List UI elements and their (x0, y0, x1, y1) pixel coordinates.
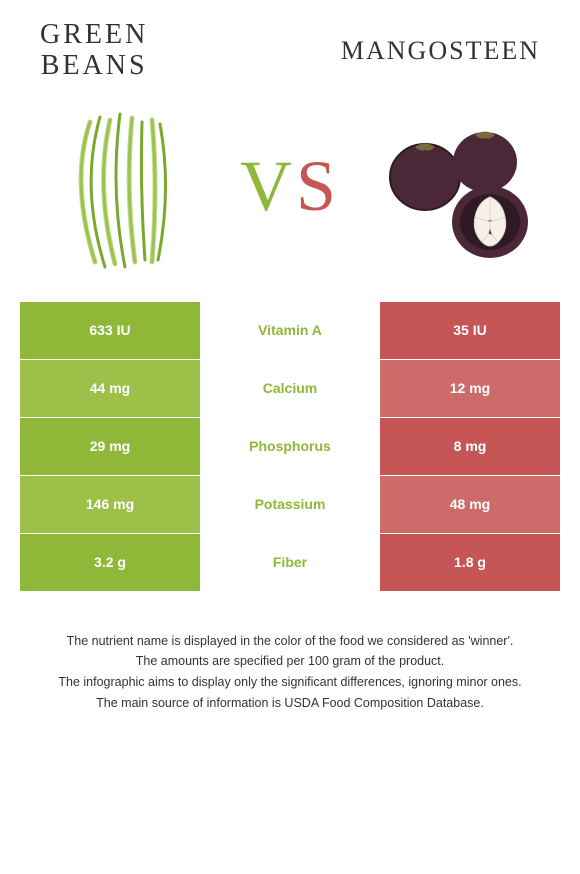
nutrient-table: 633 IUVitamin A35 IU44 mgCalcium12 mg29 … (20, 302, 560, 592)
table-row: 44 mgCalcium12 mg (20, 360, 560, 418)
footer-line2: The amounts are specified per 100 gram o… (20, 652, 560, 671)
nutrient-label: Vitamin A (200, 302, 380, 359)
left-value: 29 mg (20, 418, 200, 475)
mangosteen-image (380, 102, 540, 272)
nutrient-label: Phosphorus (200, 418, 380, 475)
table-row: 633 IUVitamin A35 IU (20, 302, 560, 360)
footer-line1: The nutrient name is displayed in the co… (20, 632, 560, 651)
vs-v: V (240, 146, 296, 226)
left-title-line2: Beans (40, 51, 148, 82)
green-beans-image (40, 102, 200, 272)
right-value: 8 mg (380, 418, 560, 475)
left-value: 44 mg (20, 360, 200, 417)
left-title-line1: Green (40, 20, 148, 51)
images-row: VS (0, 92, 580, 292)
footer-line3: The infographic aims to display only the… (20, 673, 560, 692)
table-row: 146 mgPotassium48 mg (20, 476, 560, 534)
table-row: 29 mgPhosphorus8 mg (20, 418, 560, 476)
footer-line4: The main source of information is USDA F… (20, 694, 560, 713)
header: Green Beans Mangosteen (0, 0, 580, 92)
vs-label: VS (240, 145, 340, 228)
footer-notes: The nutrient name is displayed in the co… (0, 592, 580, 713)
right-value: 12 mg (380, 360, 560, 417)
vs-s: S (296, 146, 340, 226)
left-value: 146 mg (20, 476, 200, 533)
left-value: 633 IU (20, 302, 200, 359)
nutrient-label: Calcium (200, 360, 380, 417)
nutrient-label: Potassium (200, 476, 380, 533)
right-food-title: Mangosteen (341, 36, 540, 66)
table-row: 3.2 gFiber1.8 g (20, 534, 560, 592)
right-value: 1.8 g (380, 534, 560, 591)
left-food-title: Green Beans (40, 20, 148, 82)
right-value: 35 IU (380, 302, 560, 359)
nutrient-label: Fiber (200, 534, 380, 591)
right-value: 48 mg (380, 476, 560, 533)
left-value: 3.2 g (20, 534, 200, 591)
